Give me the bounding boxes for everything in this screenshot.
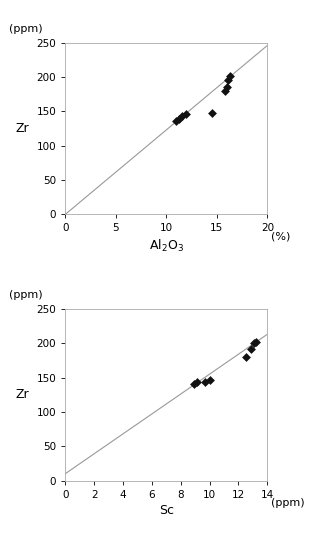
Point [227, 72, 232, 80]
Point [225, 75, 230, 84]
Point [243, 352, 248, 361]
Point [222, 87, 228, 95]
X-axis label: Sc: Sc [159, 504, 174, 517]
Y-axis label: Zr: Zr [16, 122, 29, 135]
Point [194, 378, 199, 387]
Point [209, 108, 215, 117]
X-axis label: Al$_2$O$_3$: Al$_2$O$_3$ [149, 238, 184, 254]
Point [253, 337, 259, 346]
Text: (%): (%) [271, 232, 291, 241]
Point [203, 378, 208, 387]
Point [249, 345, 254, 354]
Point [207, 376, 212, 384]
Point [252, 339, 257, 348]
Y-axis label: Zr: Zr [16, 388, 29, 401]
Point [184, 110, 189, 119]
Text: (ppm): (ppm) [8, 24, 42, 34]
Point [177, 115, 182, 123]
Point [174, 117, 179, 125]
Text: (ppm): (ppm) [271, 498, 305, 508]
Point [191, 380, 196, 388]
Text: (ppm): (ppm) [8, 290, 42, 300]
Point [180, 111, 185, 120]
Point [224, 83, 230, 92]
